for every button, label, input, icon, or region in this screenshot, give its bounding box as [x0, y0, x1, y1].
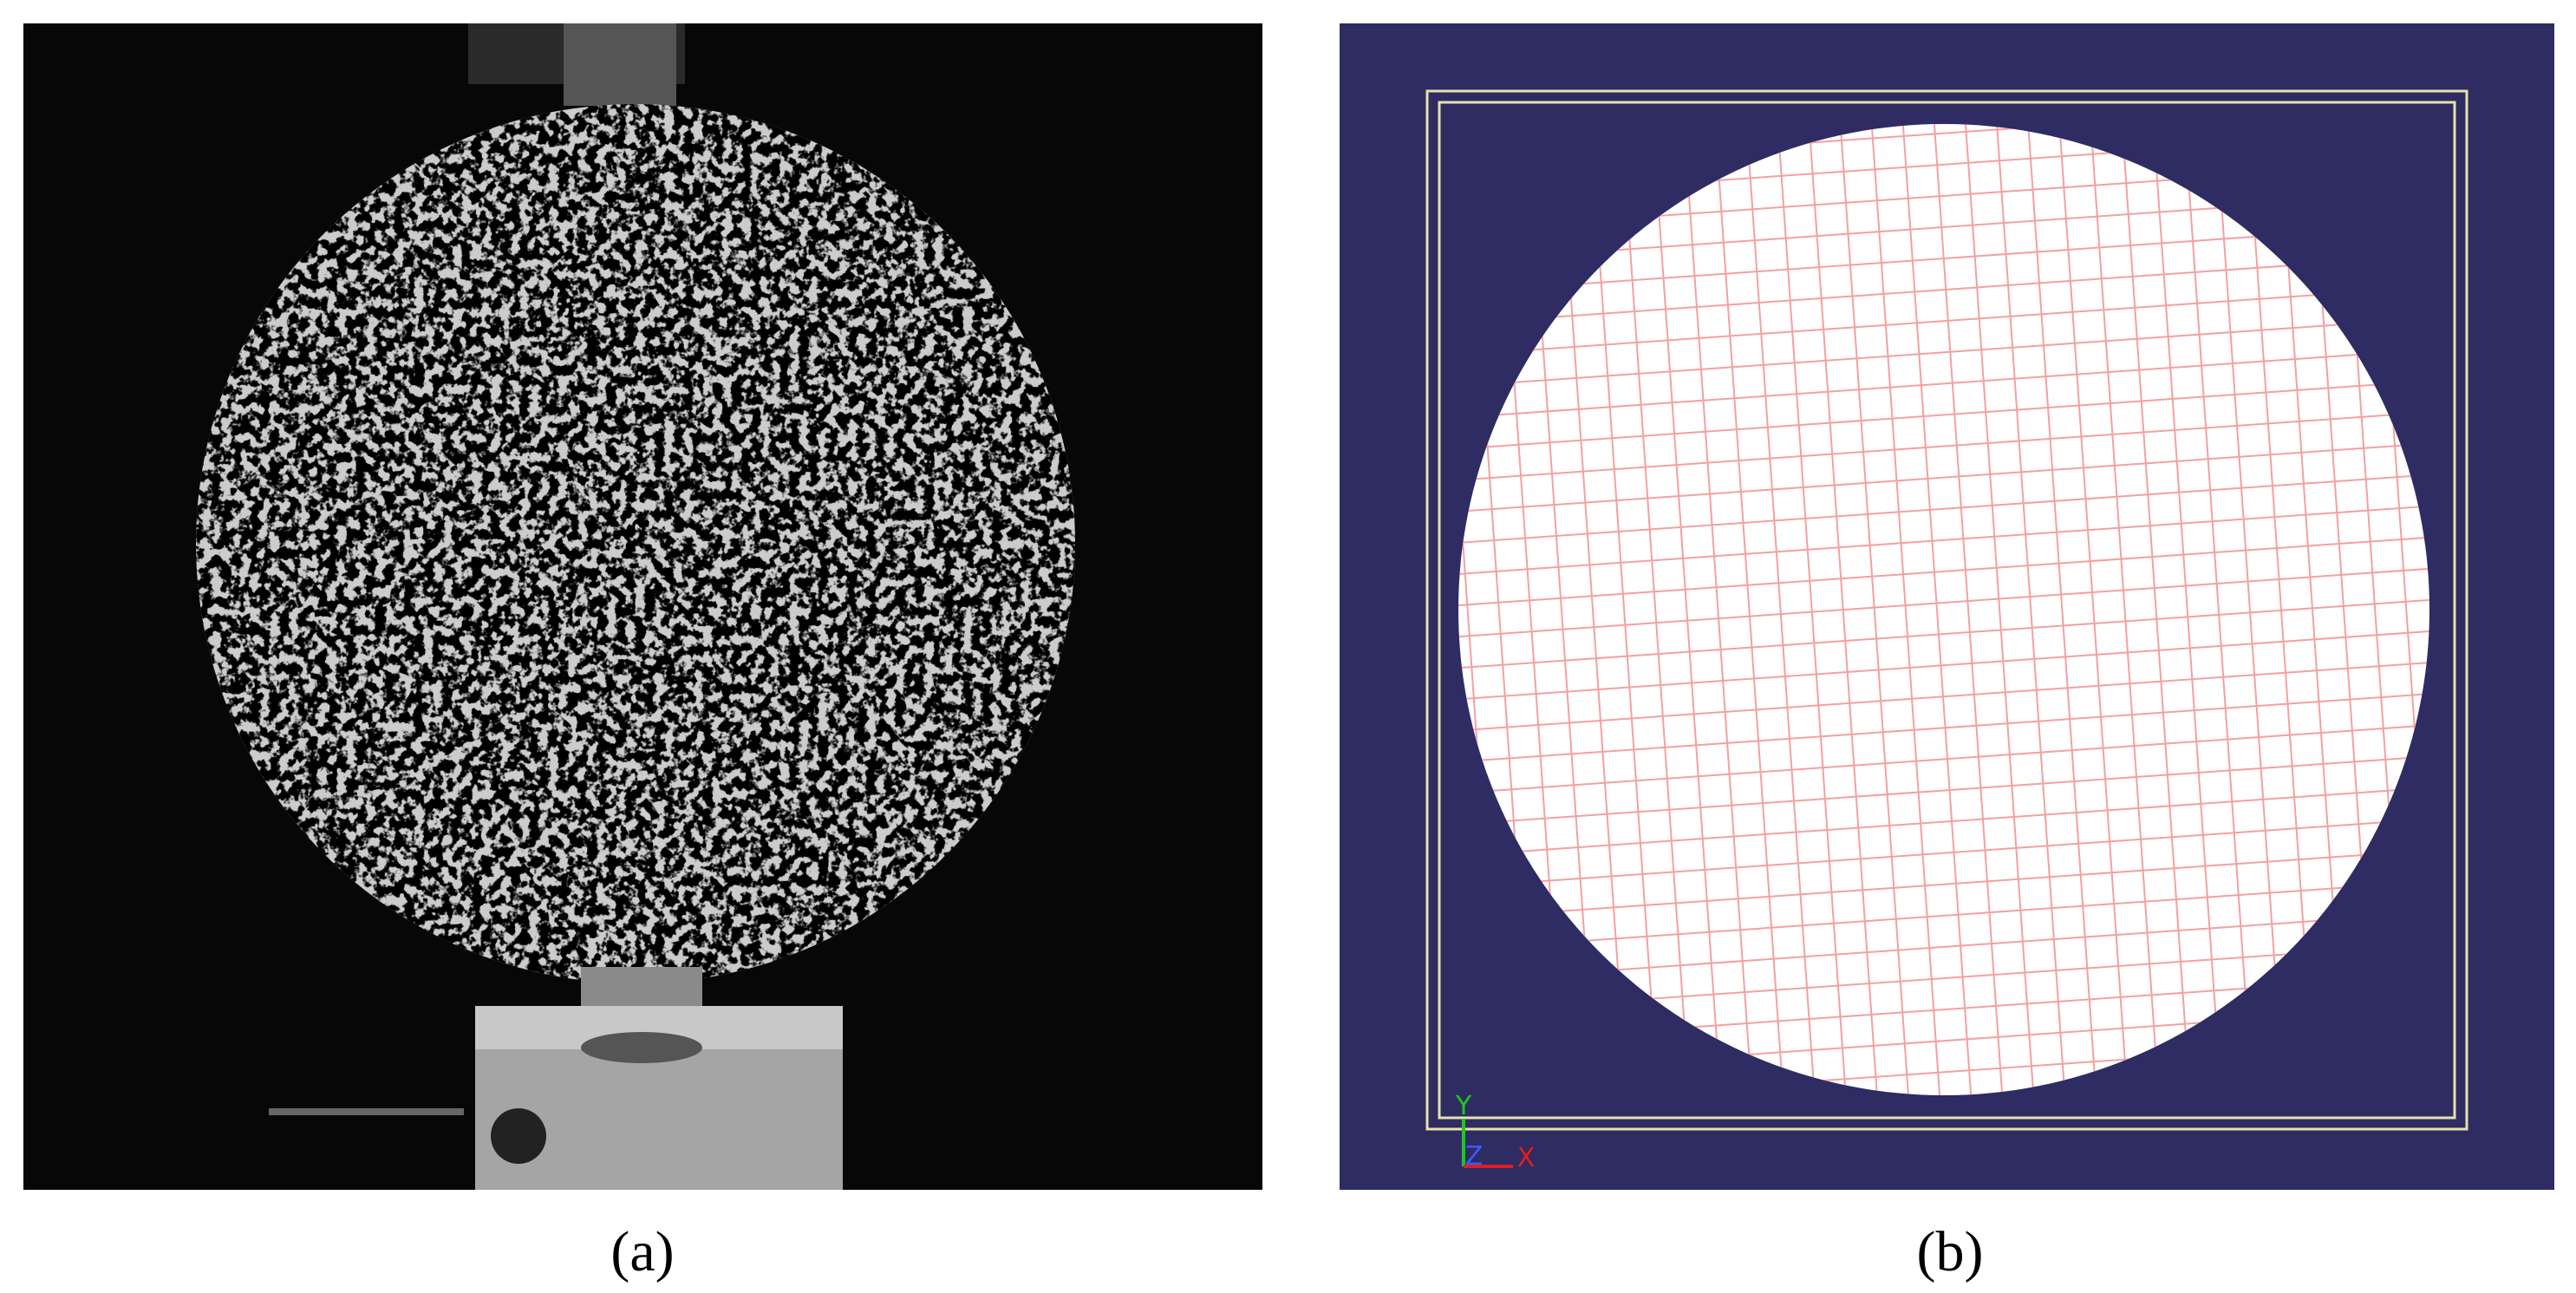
mesh-line: [1743, 124, 1820, 1095]
mesh-line: [1587, 124, 1665, 1095]
mesh-line: [1458, 408, 2429, 486]
mesh-line: [2148, 124, 2225, 1095]
y-axis-label: Y: [1455, 1091, 1472, 1121]
panel-label: (b): [1917, 1220, 1984, 1283]
z-axis-label: Z: [1465, 1141, 1484, 1172]
mesh-line: [2023, 124, 2100, 1095]
mesh-line: [2116, 124, 2194, 1095]
mesh-grid: [1458, 124, 2429, 1095]
mesh-line: [1458, 377, 2429, 454]
mesh-line: [1774, 124, 1851, 1095]
mesh-line: [1929, 124, 2007, 1095]
support-hole: [581, 1032, 702, 1063]
mesh-line: [1458, 501, 2429, 579]
loading-head: [564, 23, 676, 106]
mesh-line: [1992, 124, 2070, 1095]
mesh-line: [1458, 284, 2429, 362]
mesh-line: [1458, 875, 2429, 953]
panel-label: (a): [610, 1220, 674, 1283]
mesh-line: [1458, 440, 2429, 517]
mesh-line: [1805, 124, 1882, 1095]
mesh-line: [1458, 315, 2429, 392]
bounding-box: [1425, 89, 2468, 1131]
mesh-line: [1458, 813, 2429, 891]
bounding-box: [1438, 101, 2456, 1120]
axis-triad: Y Z X: [1455, 1091, 1535, 1173]
mesh-line: [1458, 595, 2429, 673]
mesh-line: [1458, 532, 2429, 611]
mesh-line: [1458, 689, 2429, 766]
mesh-line: [1458, 657, 2429, 735]
mesh-line: [2209, 124, 2287, 1095]
mesh-line: [1458, 626, 2429, 704]
mesh-line: [1712, 124, 1789, 1095]
mesh-line: [1458, 346, 2429, 423]
mesh-line: [1867, 124, 1945, 1095]
support-bolt: [491, 1108, 546, 1164]
mesh-line: [1458, 720, 2429, 797]
photo-panel: [23, 23, 1262, 1190]
mesh-line: [1458, 751, 2429, 828]
x-axis-label: X: [1517, 1143, 1536, 1173]
specimen-pores: [196, 104, 1075, 983]
mesh-panel: Y Z X: [1340, 23, 2554, 1190]
mesh-line: [1649, 124, 1726, 1095]
mesh-line: [1458, 252, 2429, 330]
rail: [269, 1108, 464, 1115]
mesh-line: [1836, 124, 1914, 1095]
mesh-line: [1898, 124, 1976, 1095]
mesh-line: [2085, 124, 2162, 1095]
mesh-line: [1458, 844, 2429, 922]
mesh-line: [2178, 124, 2256, 1095]
mesh-line: [1618, 124, 1696, 1095]
mesh-line: [1960, 124, 2038, 1095]
mesh-line: [1458, 471, 2429, 548]
mesh-line: [1458, 564, 2429, 642]
mesh-line: [2054, 124, 2131, 1095]
mesh-line: [1680, 124, 1758, 1095]
mesh-line: [1458, 782, 2429, 859]
